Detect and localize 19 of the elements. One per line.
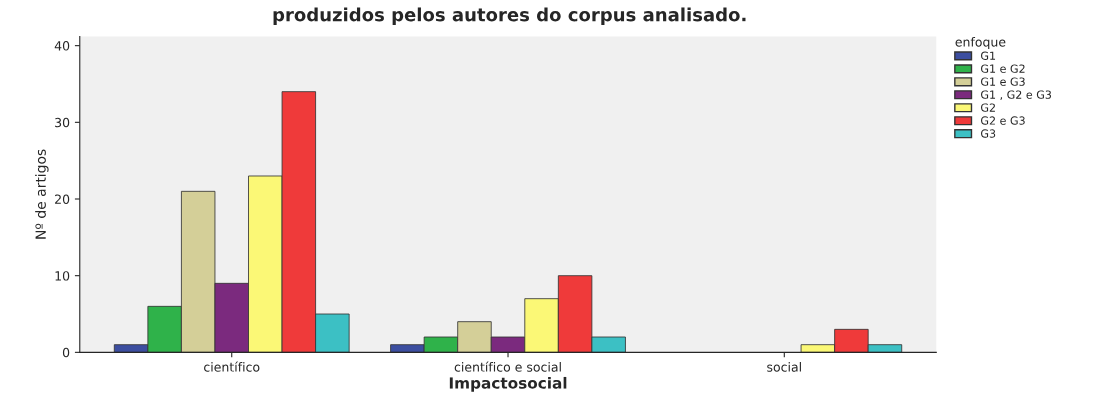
y-tick-label: 20 bbox=[55, 194, 70, 204]
legend-label: G1 , G2 e G3 bbox=[981, 90, 1052, 100]
y-tick-label: 10 bbox=[55, 271, 70, 281]
y-tick-label: 40 bbox=[54, 41, 70, 51]
legend-label: G1 e G3 bbox=[981, 77, 1025, 86]
y-tick-label: 30 bbox=[55, 117, 70, 128]
legend-label: G3 bbox=[981, 129, 996, 138]
x-axis-title: Impactosocial bbox=[449, 376, 567, 392]
legend-label: G2 bbox=[981, 103, 995, 112]
y-axis-title: Nº de artigos bbox=[35, 149, 49, 239]
x-tick-label: científico e social bbox=[454, 361, 561, 372]
legend-label: G1 e G2 bbox=[981, 64, 1025, 73]
legend-title: enfoque bbox=[955, 36, 1006, 50]
x-tick-label: científico bbox=[204, 361, 260, 372]
y-tick-label: 0 bbox=[62, 347, 70, 358]
legend-label: G2 e G3 bbox=[981, 116, 1025, 125]
chart-title: produzidos pelos autores do corpus analisado. bbox=[273, 7, 746, 25]
legend-label: G1 bbox=[981, 51, 996, 60]
x-tick-label: social bbox=[767, 362, 801, 372]
